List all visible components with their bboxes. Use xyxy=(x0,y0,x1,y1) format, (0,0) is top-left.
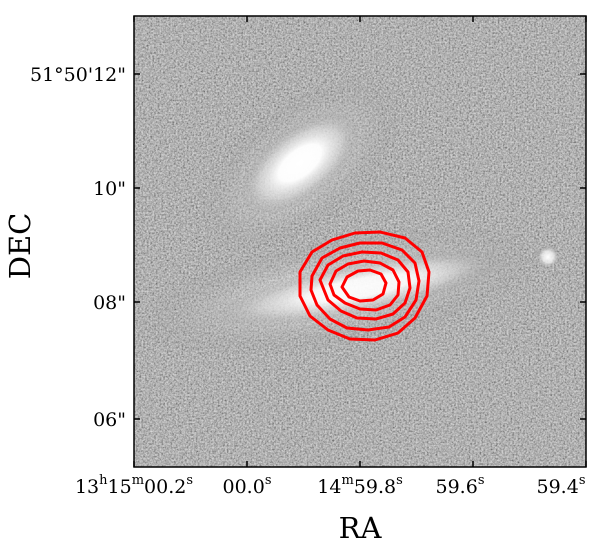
y-tick-label: 06" xyxy=(93,409,126,431)
x-tick-label: 14m59.8s xyxy=(317,473,403,498)
x-tick-label: 59.6s xyxy=(436,473,485,498)
x-axis-title: RA xyxy=(339,511,383,544)
y-tick-label: 51°50'12" xyxy=(30,64,126,86)
contour-group xyxy=(298,230,431,342)
star-source xyxy=(536,245,560,269)
y-tick-label: 08" xyxy=(93,292,126,314)
y-tick-label: 10" xyxy=(93,178,126,200)
galaxy-lower xyxy=(212,249,508,327)
contour-level-1 xyxy=(298,230,431,342)
x-tick-label: 00.0s xyxy=(223,473,272,498)
x-tick-label: 13h15m00.2s xyxy=(75,473,193,498)
contour-level-3 xyxy=(318,250,412,321)
contour-level-4 xyxy=(328,259,401,312)
x-tick-label: 59.4s xyxy=(537,473,586,498)
galaxy-upper xyxy=(239,110,361,216)
tick-marks xyxy=(133,16,587,467)
contour-level-2 xyxy=(309,241,421,332)
image-panel xyxy=(134,16,586,467)
y-axis-title: DEC xyxy=(3,213,37,280)
contour-level-5 xyxy=(340,268,388,303)
